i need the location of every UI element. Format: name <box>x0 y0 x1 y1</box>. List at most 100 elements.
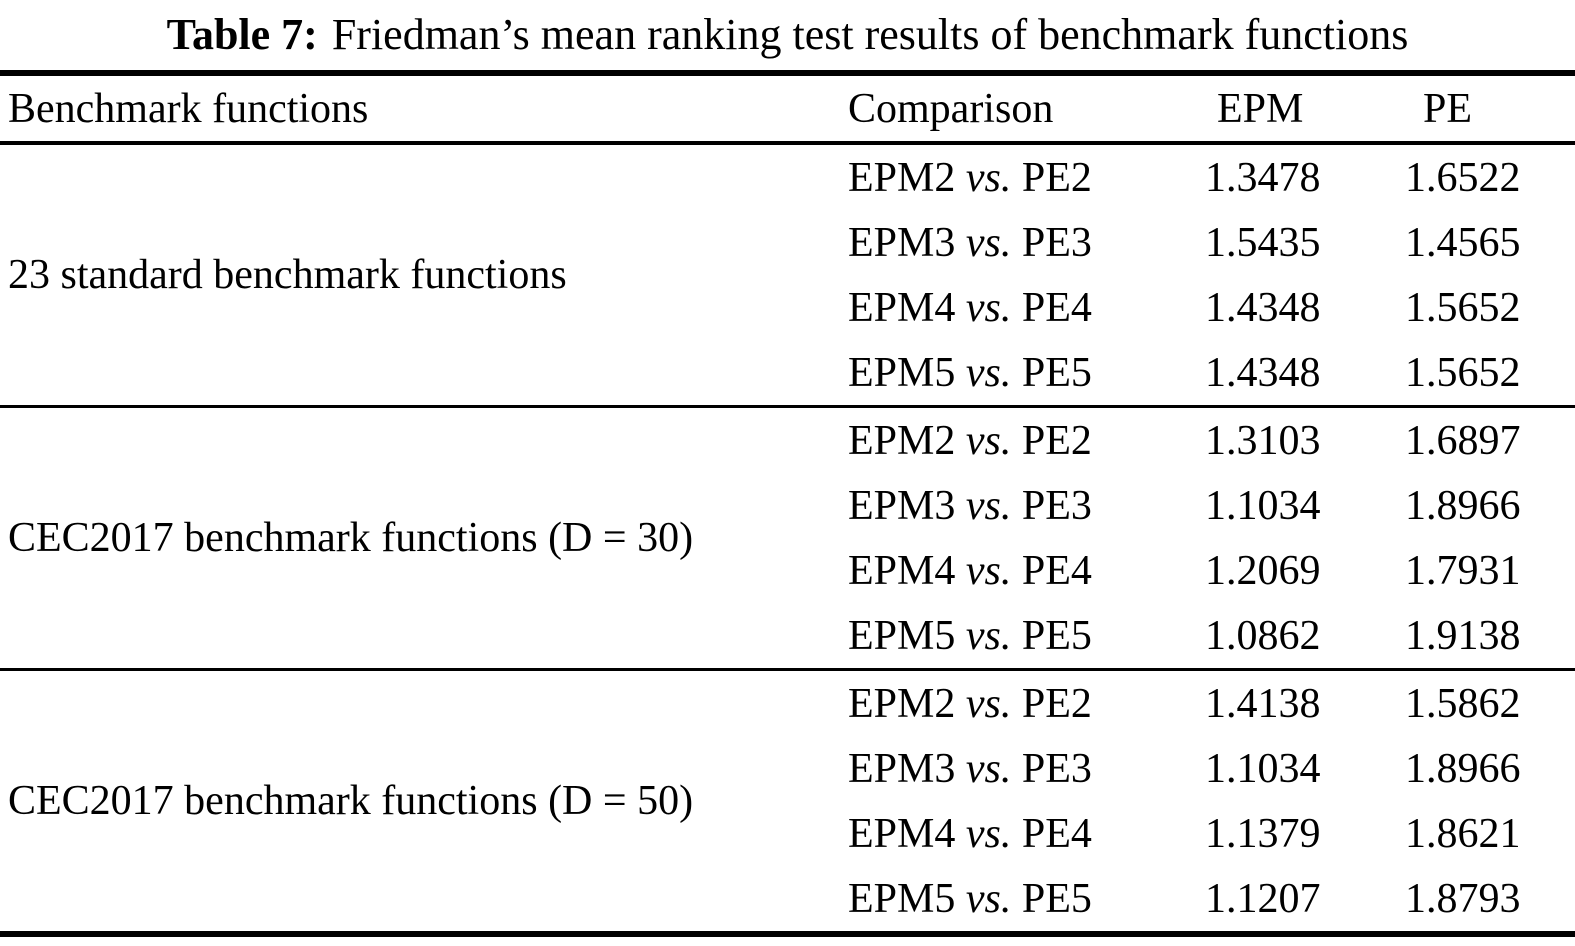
column-header-benchmark-functions: Benchmark functions <box>8 85 369 132</box>
comparison-left: EPM4 <box>848 547 956 594</box>
pe-value-cell: 1.7931 <box>1405 547 1521 594</box>
comparison-left: EPM4 <box>848 284 956 331</box>
pe-value-cell: 1.5652 <box>1405 349 1521 396</box>
pe-value-cell: 1.5862 <box>1405 680 1521 727</box>
epm-value-cell: 1.4348 <box>1205 349 1321 396</box>
comparison-right: PE3 <box>1021 482 1092 529</box>
comparison-cell: EPM2 vs. PE2 <box>843 670 1200 737</box>
column-header-epm: EPM <box>1217 85 1304 132</box>
pe-value-cell: 1.4565 <box>1405 219 1521 266</box>
comparison-cell: EPM5 vs. PE5 <box>843 603 1200 670</box>
pe-value-cell: 1.6522 <box>1405 154 1521 201</box>
pe-value-cell: 1.8793 <box>1405 875 1521 922</box>
vs-text: vs. <box>965 680 1012 727</box>
group-label-cell: CEC2017 benchmark functions (D = 30) <box>8 515 694 561</box>
pe-value-cell: 1.9138 <box>1405 612 1521 659</box>
epm-value-cell: 1.0862 <box>1205 612 1321 659</box>
vs-text: vs. <box>965 349 1012 396</box>
table-row: EPM5 vs. PE5 1.1207 1.8793 <box>0 866 1575 934</box>
comparison-cell: EPM3 vs. PE3 <box>843 736 1200 801</box>
comparison-left: EPM5 <box>848 612 956 659</box>
comparison-left: EPM2 <box>848 680 956 727</box>
table-row: EPM3 vs. PE3 1.1034 1.8966 <box>0 473 1575 538</box>
table-row: EPM5 vs. PE5 1.0862 1.9138 <box>0 603 1575 670</box>
group-label-cell: CEC2017 benchmark functions (D = 50) <box>8 778 694 824</box>
epm-value-cell: 1.3478 <box>1205 154 1321 201</box>
comparison-cell: EPM5 vs. PE5 <box>843 866 1200 934</box>
epm-value-cell: 1.1379 <box>1205 810 1321 857</box>
comparison-cell: EPM3 vs. PE3 <box>843 210 1200 275</box>
table-row: CEC2017 benchmark functions (D = 30) EPM… <box>0 407 1575 562</box>
header-row: Benchmark functions Comparison EPM PE <box>0 73 1575 143</box>
comparison-cell: EPM3 vs. PE3 <box>843 473 1200 538</box>
comparison-left: EPM2 <box>848 154 956 201</box>
comparison-cell: EPM5 vs. PE5 <box>843 340 1200 407</box>
epm-value-cell: 1.5435 <box>1205 219 1321 266</box>
vs-text: vs. <box>965 417 1012 464</box>
epm-value-cell: 1.4138 <box>1205 680 1321 727</box>
vs-text: vs. <box>965 482 1012 529</box>
pe-value-cell: 1.5652 <box>1405 284 1521 331</box>
comparison-left: EPM3 <box>848 745 956 792</box>
comparison-right: PE2 <box>1021 154 1092 201</box>
group-cec2017-d50: CEC2017 benchmark functions (D = 50) EPM… <box>0 669 1575 935</box>
epm-value-cell: 1.3103 <box>1205 417 1321 464</box>
comparison-right: PE2 <box>1021 680 1092 727</box>
pe-value-cell: 1.6897 <box>1405 417 1521 464</box>
comparison-left: EPM2 <box>848 417 956 464</box>
comparison-right: PE5 <box>1021 349 1092 396</box>
table-row: CEC2017 benchmark functions (D = 50) EPM… <box>0 670 1575 825</box>
friedman-ranking-table: Benchmark functions Comparison EPM PE 23… <box>0 70 1575 937</box>
comparison-cell: EPM2 vs. PE2 <box>843 143 1200 210</box>
table-row: EPM5 vs. PE5 1.4348 1.5652 <box>0 340 1575 407</box>
comparison-right: PE4 <box>1021 284 1092 331</box>
table-header: Benchmark functions Comparison EPM PE <box>0 73 1575 143</box>
vs-text: vs. <box>965 219 1012 266</box>
table-row: EPM4 vs. PE4 1.2069 1.7931 <box>0 538 1575 603</box>
table-row: EPM3 vs. PE3 1.1034 1.8966 <box>0 736 1575 801</box>
comparison-right: PE4 <box>1021 810 1092 857</box>
table-caption-label: Table 7: <box>166 10 318 59</box>
comparison-right: PE4 <box>1021 547 1092 594</box>
comparison-right: PE3 <box>1021 745 1092 792</box>
vs-text: vs. <box>965 284 1012 331</box>
vs-text: vs. <box>965 547 1012 594</box>
group-standard-benchmarks: 23 standard benchmark functions EPM2 vs.… <box>0 143 1575 407</box>
table-caption: Table 7: Friedman’s mean ranking test res… <box>0 0 1575 70</box>
table-row: 23 standard benchmark functions EPM2 vs.… <box>0 143 1575 299</box>
column-header-pe: PE <box>1423 85 1473 132</box>
comparison-right: PE2 <box>1021 417 1092 464</box>
epm-value-cell: 1.1034 <box>1205 745 1321 792</box>
group-cec2017-d30: CEC2017 benchmark functions (D = 30) EPM… <box>0 406 1575 670</box>
vs-text: vs. <box>965 612 1012 659</box>
comparison-left: EPM5 <box>848 875 956 922</box>
pe-value-cell: 1.8966 <box>1405 745 1521 792</box>
table-row: EPM4 vs. PE4 1.1379 1.8621 <box>0 801 1575 866</box>
comparison-right: PE5 <box>1021 612 1092 659</box>
vs-text: vs. <box>965 810 1012 857</box>
epm-value-cell: 1.2069 <box>1205 547 1321 594</box>
table-row: EPM4 vs. PE4 1.4348 1.5652 <box>0 275 1575 340</box>
comparison-cell: EPM4 vs. PE4 <box>843 275 1200 340</box>
comparison-left: EPM3 <box>848 219 956 266</box>
pe-value-cell: 1.8621 <box>1405 810 1521 857</box>
comparison-left: EPM5 <box>848 349 956 396</box>
comparison-left: EPM3 <box>848 482 956 529</box>
group-label-cell: 23 standard benchmark functions <box>8 252 567 298</box>
vs-text: vs. <box>965 154 1012 201</box>
table-caption-title: Friedman’s mean ranking test results of … <box>331 10 1409 59</box>
epm-value-cell: 1.1034 <box>1205 482 1321 529</box>
vs-text: vs. <box>965 745 1012 792</box>
comparison-cell: EPM4 vs. PE4 <box>843 538 1200 603</box>
epm-value-cell: 1.4348 <box>1205 284 1321 331</box>
comparison-left: EPM4 <box>848 810 956 857</box>
table-row: EPM3 vs. PE3 1.5435 1.4565 <box>0 210 1575 275</box>
comparison-right: PE5 <box>1021 875 1092 922</box>
column-header-comparison: Comparison <box>848 85 1054 132</box>
epm-value-cell: 1.1207 <box>1205 875 1321 922</box>
comparison-right: PE3 <box>1021 219 1092 266</box>
comparison-cell: EPM2 vs. PE2 <box>843 407 1200 474</box>
vs-text: vs. <box>965 875 1012 922</box>
pe-value-cell: 1.8966 <box>1405 482 1521 529</box>
comparison-cell: EPM4 vs. PE4 <box>843 801 1200 866</box>
